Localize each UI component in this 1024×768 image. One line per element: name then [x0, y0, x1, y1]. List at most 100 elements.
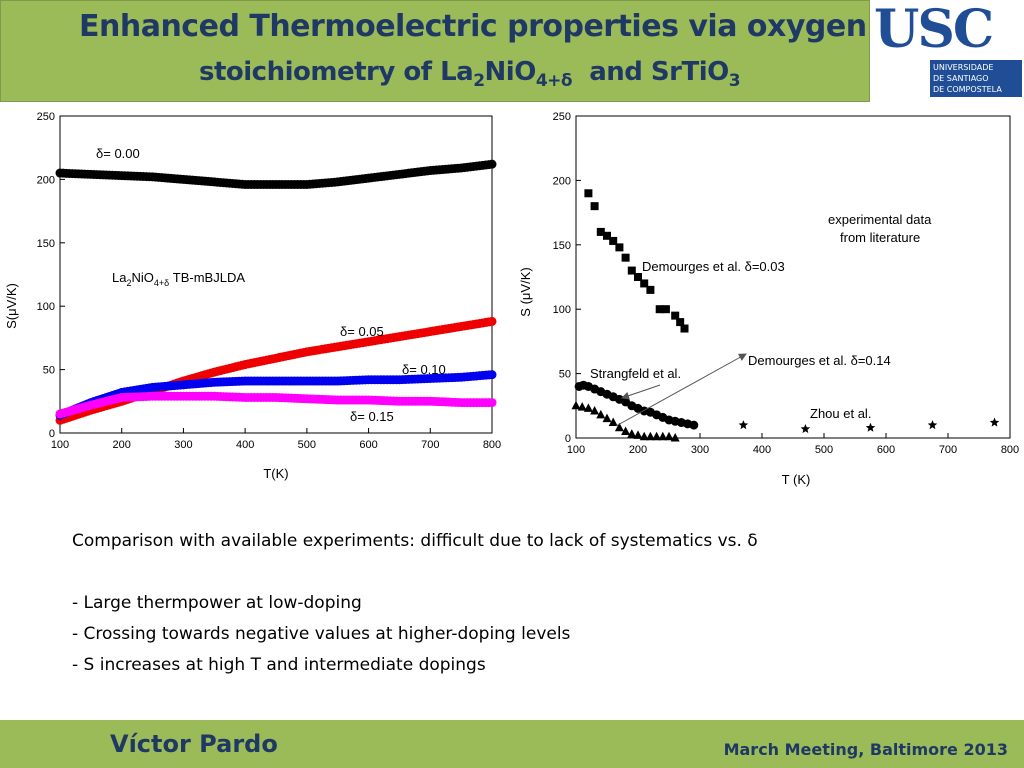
right-series-0-point-12	[661, 305, 670, 314]
right-ytick-label-200: 200	[553, 175, 571, 187]
legend-strangfeld: Strangfeld et al.	[590, 366, 681, 381]
right-series-2-point-5	[602, 413, 612, 423]
right-xtick-label-400: 400	[753, 444, 771, 456]
usc-logo-text: USC	[874, 0, 994, 60]
annot-sub-delta: 4+δ	[154, 278, 169, 288]
right-series-2-point-7	[614, 422, 624, 432]
body-text: Comparison with available experiments: d…	[72, 526, 972, 681]
left-ytick-label-250: 250	[37, 111, 55, 123]
annot-nio: NiO	[131, 270, 153, 285]
right-xtick-label-700: 700	[939, 444, 957, 456]
spacer	[72, 557, 972, 588]
arrow-strangfeld	[621, 384, 661, 400]
right-series-0-point-7	[627, 266, 636, 275]
chart-right-arrows	[615, 353, 747, 427]
chart-right-xlabel: T (K)	[782, 472, 811, 487]
legend-delta-005: δ= 0.05	[340, 324, 384, 339]
left-ytick-label-100: 100	[37, 301, 55, 313]
chart-left-frame	[59, 115, 493, 434]
right-xtick-label-600: 600	[877, 444, 895, 456]
left-ytick-label-150: 150	[37, 238, 55, 250]
left-series-0-point-end	[487, 159, 497, 169]
chart-right-frame	[575, 115, 1011, 439]
annot-method: TB-mBJLDA	[169, 270, 245, 285]
right-series-2-point-14	[658, 431, 668, 441]
right-series-0-point-13	[671, 311, 680, 320]
chart-right: 100 200 300 400 500 600 700 800050100150200250 …	[518, 111, 1019, 487]
right-ytick-label-150: 150	[553, 240, 571, 252]
footer-bar: Víctor Pardo March Meeting, Baltimore 20…	[0, 720, 1024, 768]
right-series-2-point-4	[596, 409, 606, 419]
chart-right-annotation-line1: experimental data	[828, 212, 932, 227]
right-series-2-point-6	[608, 417, 618, 427]
left-xtick-label-400: 400	[236, 439, 254, 451]
chart-left-xlabel: T(K)	[263, 466, 288, 481]
right-series-3-point-0	[738, 420, 749, 430]
title-bar: Enhanced Thermoelectric properties via o…	[0, 0, 870, 102]
legend-delta-000: δ= 0.00	[96, 146, 140, 161]
slide-title-line2: stoichiometry of La2NiO4+δ and SrTiO3	[199, 57, 741, 91]
legend-demourges-014: Demourges et al. δ=0.14	[748, 353, 891, 368]
right-series-2-point-8	[621, 426, 631, 436]
logo-sub-line-3: DE COMPOSTELA	[933, 85, 1002, 94]
right-plot-frame	[575, 115, 1011, 439]
right-xtick-label-100: 100	[567, 444, 585, 456]
arrow-demourges-014	[615, 353, 747, 427]
right-ytick-label-100: 100	[553, 304, 571, 316]
right-series-3-point-1	[800, 424, 811, 433]
right-series-0-point-2	[596, 227, 605, 236]
right-series-2-point-13	[652, 431, 662, 441]
annot-sub-2: 2	[126, 278, 131, 288]
right-series-2-point-1	[577, 402, 587, 411]
legend-zhou: Zhou et al.	[810, 406, 871, 421]
left-xtick-label-600: 600	[359, 439, 377, 451]
chart-left: 100 200 300 400 500 600 700 800050100150200250 …	[4, 111, 502, 481]
right-series-0-point-10	[646, 285, 655, 294]
right-series-2-point-15	[664, 431, 674, 441]
right-series-2-point-10	[633, 430, 643, 439]
bullet-2: - Crossing towards negative values at hi…	[72, 624, 571, 644]
right-series-0-point-8	[634, 273, 642, 281]
right-series-0-point-15	[680, 324, 689, 333]
right-xtick-label-300: 300	[691, 444, 709, 456]
right-series-0-point-14	[676, 318, 685, 327]
right-series-0-point-3	[603, 231, 611, 240]
right-series-2-point-9	[627, 429, 637, 438]
chart-left-ticks: 100 200 300 400 500 600 700 800 0 50 100 150 200 250	[37, 111, 502, 451]
right-series-3-point-4	[989, 417, 1000, 427]
left-xtick-label-300: 300	[174, 439, 192, 451]
right-series-2-point-16	[670, 433, 680, 442]
left-xtick-label-800: 800	[483, 439, 501, 451]
right-series-2-point-12	[645, 431, 655, 441]
chart-left-series	[55, 159, 497, 425]
title-text-srtio: and SrTiO	[572, 57, 729, 87]
chart-right-annotation-line2: from literature	[840, 230, 920, 245]
right-series-0-point-9	[640, 279, 649, 288]
left-ytick-label-200: 200	[37, 174, 55, 186]
left-series-3-point-end	[487, 398, 497, 408]
logo-sub-line-1: UNIVERSIDADE	[933, 63, 994, 72]
right-series-3-point-2	[865, 422, 876, 432]
left-ytick-label-50: 50	[43, 365, 55, 377]
right-series-0-point-4	[609, 236, 618, 245]
logo-sub-line-2: DE SANTIAGO	[933, 74, 989, 83]
title-sub-2: 2	[473, 71, 485, 91]
legend-delta-010: δ= 0.10	[402, 362, 446, 377]
title-sub-delta: 4+δ	[535, 71, 573, 91]
left-xtick-label-700: 700	[421, 439, 439, 451]
usc-logo-subtitle: UNIVERSIDADE DE SANTIAGO DE COMPOSTELA	[930, 60, 1022, 97]
left-series-2-point-end	[487, 370, 497, 380]
right-series-0-point-11	[655, 305, 664, 314]
right-series-1-point-19	[689, 420, 699, 430]
footer-author: Víctor Pardo	[110, 730, 278, 758]
right-ytick-label-50: 50	[559, 369, 571, 381]
right-series-0-point-1	[590, 202, 599, 211]
right-series-0-point-6	[621, 253, 630, 262]
left-plot-frame	[59, 115, 493, 434]
chart-left-ylabel: S(μV/K)	[4, 283, 19, 329]
chart-left-annotation: La2NiO4+δ TB-mBJLDA	[112, 270, 245, 288]
right-series-2-point-0	[571, 400, 581, 410]
left-xtick-label-500: 500	[298, 439, 316, 451]
chart-right-series	[571, 189, 1000, 442]
annot-la: La	[112, 270, 127, 285]
